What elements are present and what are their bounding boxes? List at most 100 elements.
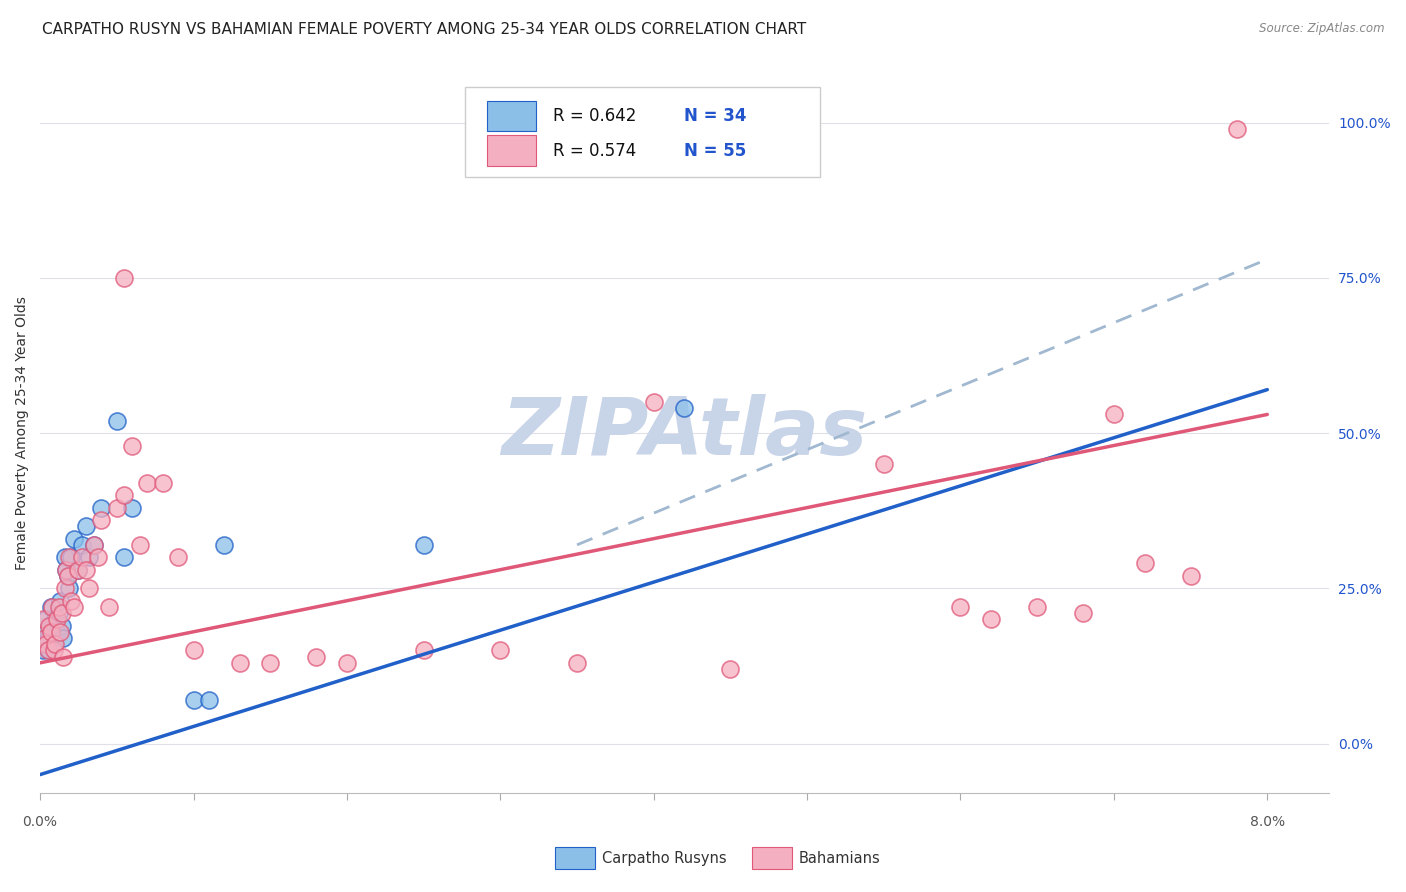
Point [38,643,60,657]
Point [152,475,174,490]
Y-axis label: Female Poverty Among 25-34 Year Olds: Female Poverty Among 25-34 Year Olds [15,296,30,570]
Point [52,631,75,645]
Text: CARPATHO RUSYN VS BAHAMIAN FEMALE POVERTY AMONG 25-34 YEAR OLDS CORRELATION CHAR: CARPATHO RUSYN VS BAHAMIAN FEMALE POVERT… [42,22,807,37]
Point [83,538,105,552]
Point [87,550,110,565]
Point [1180,569,1202,583]
Point [183,693,205,707]
Point [56,569,79,583]
Point [75,519,97,533]
Point [873,457,896,471]
Text: 0.0%: 0.0% [22,815,58,829]
Text: ZIPAtlas: ZIPAtlas [502,394,868,472]
Point [565,656,588,670]
Point [90,513,112,527]
Point [259,656,281,670]
Point [1071,606,1094,620]
Point [673,401,696,416]
Point [67,563,90,577]
Point [55,563,77,577]
Point [167,550,190,565]
Point [41,618,63,632]
Bar [488,101,536,131]
Text: 8.0%: 8.0% [1250,815,1285,829]
Point [39,624,62,639]
Text: R = 0.642: R = 0.642 [553,107,637,125]
Point [949,599,972,614]
Point [1226,121,1249,136]
Point [412,538,434,552]
Text: Bahamians: Bahamians [799,851,880,865]
Point [67,563,90,577]
Point [198,693,221,707]
Point [128,538,150,552]
Point [53,582,76,596]
Point [70,538,93,552]
Point [77,582,100,596]
Point [489,643,512,657]
Text: Carpatho Rusyns: Carpatho Rusyns [602,851,727,865]
Point [1026,599,1049,614]
Point [980,612,1002,626]
Point [34,631,56,645]
Point [336,656,359,670]
Point [37,643,59,657]
Point [63,599,86,614]
Point [183,643,205,657]
Point [121,500,143,515]
Point [48,606,70,620]
Point [56,569,79,583]
Point [46,612,69,626]
Point [52,649,75,664]
Point [34,624,56,639]
Text: N = 55: N = 55 [685,142,747,160]
Point [98,599,121,614]
Point [53,550,76,565]
Point [305,649,328,664]
Point [44,637,66,651]
Point [718,662,741,676]
Point [37,631,59,645]
Point [39,599,62,614]
FancyBboxPatch shape [465,87,820,178]
Point [35,612,58,626]
Point [90,500,112,515]
Point [121,438,143,452]
Point [1133,557,1156,571]
Point [55,563,77,577]
Point [58,582,80,596]
Point [58,550,80,565]
Point [70,550,93,565]
Bar [488,136,536,166]
Point [228,656,250,670]
Point [48,599,70,614]
Point [75,563,97,577]
Point [105,414,128,428]
Text: Source: ZipAtlas.com: Source: ZipAtlas.com [1260,22,1385,36]
Point [412,643,434,657]
Point [212,538,235,552]
Point [83,538,105,552]
Point [51,606,73,620]
Point [114,271,136,285]
Point [114,488,136,502]
Point [44,612,66,626]
Point [32,643,55,657]
Text: R = 0.574: R = 0.574 [553,142,636,160]
Point [114,550,136,565]
Point [42,637,65,651]
Text: N = 34: N = 34 [685,107,747,125]
Point [42,643,65,657]
Point [59,550,82,565]
Point [32,612,55,626]
Point [35,637,58,651]
Point [41,599,63,614]
Point [63,532,86,546]
Point [46,624,69,639]
Point [49,593,72,607]
Point [77,550,100,565]
Point [59,593,82,607]
Point [38,618,60,632]
Point [643,395,665,409]
Point [1102,408,1125,422]
